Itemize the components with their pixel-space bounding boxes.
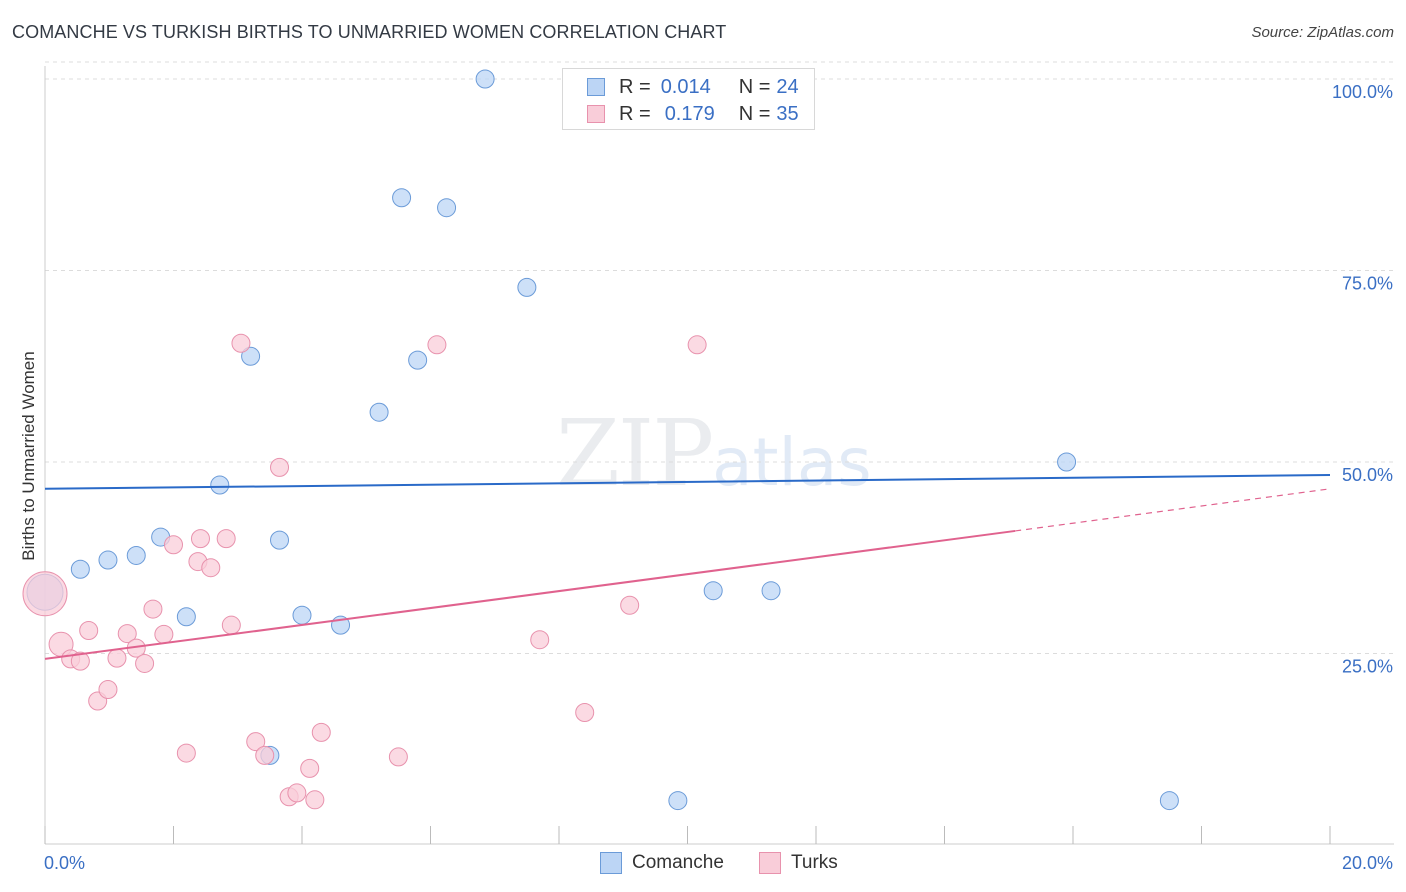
y-tick-label: 50.0% <box>1342 465 1393 485</box>
r-label: R = <box>619 75 651 98</box>
turks-point <box>154 624 174 644</box>
comanche-point <box>369 402 389 422</box>
turks-point <box>201 558 221 578</box>
legend-item-turks[interactable]: Turks <box>759 852 838 874</box>
turks-point <box>270 457 290 477</box>
comanche-point <box>517 277 537 297</box>
y-tick-label: 75.0% <box>1342 274 1393 294</box>
y-tick-label: 100.0% <box>1332 82 1393 102</box>
turks-point <box>117 624 137 644</box>
turks-point <box>300 758 320 778</box>
turks-point <box>176 743 196 763</box>
comanche-point <box>210 475 230 495</box>
turks-point <box>427 335 447 355</box>
turks-point <box>70 651 90 671</box>
legend-row-comanche: R = 0.014 N = 24 <box>587 75 799 99</box>
source-label: Source: ZipAtlas.com <box>1251 24 1394 41</box>
comanche-point <box>761 581 781 601</box>
turks-point <box>575 702 595 722</box>
n-label: N = <box>738 75 771 98</box>
turks-point <box>107 648 127 668</box>
turks-point <box>221 615 241 635</box>
turks-point <box>255 745 275 765</box>
comanche-point <box>70 559 90 579</box>
comanche-point <box>176 607 196 627</box>
comanche-swatch <box>587 78 605 96</box>
turks-trend-line <box>44 529 1016 660</box>
turks-point <box>305 790 325 810</box>
turks-swatch <box>759 852 781 874</box>
turks-point <box>530 630 550 650</box>
turks-point <box>135 653 155 673</box>
turks-point <box>164 535 183 555</box>
comanche-point <box>703 581 723 601</box>
x-tick-label: 20.0% <box>1342 853 1393 873</box>
x-tick-label: 0.0% <box>44 853 85 873</box>
comanche-point <box>392 188 412 208</box>
series-legend: Comanche Turks <box>0 852 1406 876</box>
comanche-point <box>1057 452 1077 472</box>
chart-title: COMANCHE VS TURKISH BIRTHS TO UNMARRIED … <box>12 22 727 42</box>
legend-label-turks: Turks <box>791 852 838 873</box>
legend-row-turks: R = 0.179 N = 35 <box>587 102 799 126</box>
turks-point <box>620 595 640 615</box>
y-axis-label: Births to Unmarried Women <box>19 351 38 560</box>
comanche-point <box>475 69 495 89</box>
legend-item-comanche[interactable]: Comanche <box>600 852 724 874</box>
comanche-point <box>292 605 312 625</box>
turks-point <box>246 732 266 752</box>
n-value: 35 <box>776 102 799 125</box>
comanche-point <box>437 198 457 218</box>
comanche-swatch <box>600 852 622 874</box>
comanche-point <box>408 350 428 370</box>
y-tick-label: 25.0% <box>1342 657 1393 677</box>
comanche-point <box>241 346 261 366</box>
comanche-point <box>668 791 688 811</box>
turks-point <box>287 783 307 803</box>
turks-point <box>143 599 163 619</box>
turks-point <box>79 621 99 641</box>
turks-point <box>98 680 118 700</box>
legend-label-comanche: Comanche <box>632 852 724 873</box>
turks-trend-extension <box>1015 488 1331 532</box>
comanche-point <box>1159 791 1179 811</box>
correlation-legend: R = 0.014 N = 24 R = 0.179 N = 35 <box>562 68 815 130</box>
turks-point <box>190 529 210 549</box>
n-label: N = <box>738 102 771 125</box>
turks-point <box>687 335 707 355</box>
turks-point <box>22 571 68 617</box>
comanche-point <box>98 550 118 570</box>
turks-point <box>231 333 251 353</box>
n-value: 24 <box>776 75 799 98</box>
turks-point <box>388 747 408 767</box>
turks-point <box>311 722 331 742</box>
comanche-point <box>126 545 146 565</box>
watermark-zip: ZIP <box>556 400 714 507</box>
r-value: 0.014 <box>660 75 711 98</box>
r-value: 0.179 <box>664 102 715 125</box>
comanche-trend-line <box>44 474 1331 490</box>
r-label: R = <box>619 102 651 125</box>
turks-swatch <box>587 105 605 123</box>
comanche-point <box>270 530 290 550</box>
turks-point <box>216 529 236 549</box>
